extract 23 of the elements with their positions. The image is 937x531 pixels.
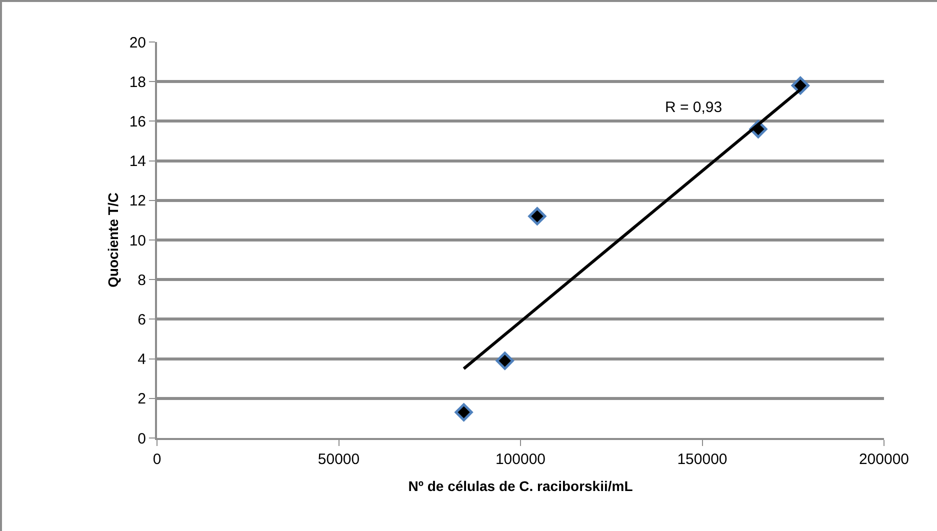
y-tick-label: 4 — [138, 351, 146, 368]
y-tick-label: 0 — [138, 430, 146, 448]
y-tick-label: 6 — [138, 311, 146, 328]
annotation: R = 0,93 — [665, 99, 722, 116]
x-tick-label: 150000 — [677, 451, 728, 468]
x-tick-label: 100000 — [495, 451, 546, 468]
y-tick-label: 20 — [129, 34, 146, 52]
point — [528, 207, 546, 226]
y-tick-label: 16 — [129, 113, 146, 130]
x-tick-label: 200000 — [858, 451, 910, 468]
point — [496, 352, 514, 370]
y-tick-label: 2 — [138, 390, 146, 408]
y-tick-label: 10 — [129, 232, 146, 250]
y-tick-label: 18 — [129, 74, 146, 91]
point — [454, 403, 473, 422]
x-tick-label: 50000 — [318, 451, 360, 468]
y-tick-label: 14 — [129, 153, 146, 170]
y-tick-label: 8 — [138, 272, 146, 289]
point — [791, 76, 810, 95]
x-axis-title: Nº de células de C. raciborskii/mL — [408, 478, 634, 494]
y-tick-label: 12 — [129, 192, 146, 210]
y-axis-title: Quociente T/C — [105, 192, 121, 288]
x-tick-label: 0 — [152, 451, 162, 468]
